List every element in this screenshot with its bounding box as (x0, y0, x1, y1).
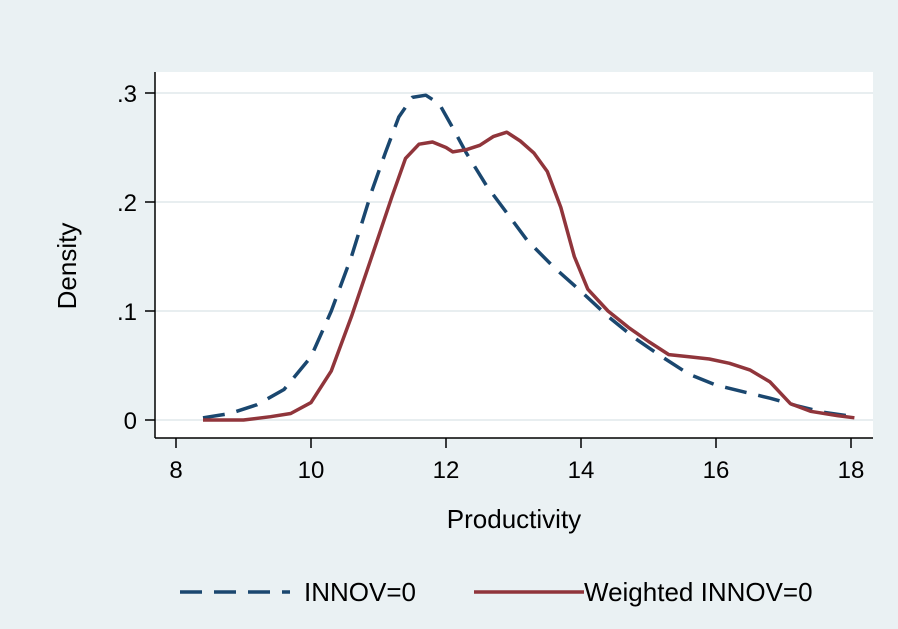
x-tick-label-2: 12 (433, 457, 460, 484)
y-tick-label-0: 0 (124, 408, 137, 435)
y-axis-title: Density (52, 223, 82, 310)
x-axis-ticks: 8 10 12 14 16 18 (169, 438, 864, 484)
plot-area (155, 72, 873, 438)
x-tick-label-0: 8 (169, 457, 182, 484)
x-tick-label-5: 18 (838, 457, 865, 484)
y-tick-label-2: .2 (117, 190, 137, 217)
x-tick-label-1: 10 (298, 457, 325, 484)
series-line-1 (203, 130, 855, 422)
y-tick-label-1: .1 (117, 299, 137, 326)
series-line-0 (202, 93, 855, 420)
y-axis-ticks: 0 .1 .2 .3 (117, 81, 155, 435)
x-axis-title: Productivity (447, 504, 581, 534)
legend: INNOV=0 Weighted INNOV=0 (180, 577, 813, 607)
x-tick-label-4: 16 (703, 457, 730, 484)
series-lines (202, 93, 855, 422)
x-tick-label-3: 14 (568, 457, 595, 484)
legend-label-innov0: INNOV=0 (304, 577, 416, 607)
gridlines (155, 92, 873, 421)
y-tick-label-3: .3 (117, 81, 137, 108)
legend-label-weighted-innov0: Weighted INNOV=0 (584, 577, 813, 607)
